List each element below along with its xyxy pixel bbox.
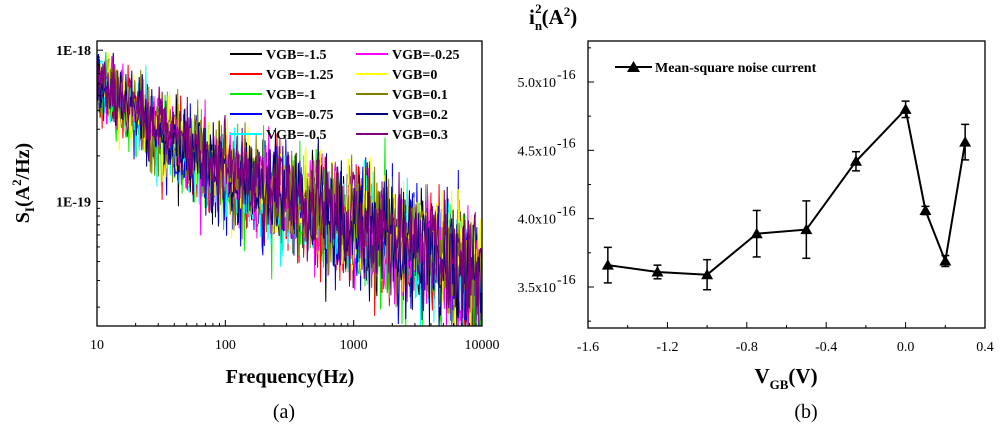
data-point <box>601 246 614 284</box>
x-tick-label: 10 <box>90 338 104 353</box>
x-tick-label: -1.2 <box>656 340 678 355</box>
triangle-marker <box>899 103 912 114</box>
legend-entry-vgb-1-25: VGB=-1.25 <box>230 68 333 83</box>
panel-b-x-ticks: -1.6 -1.2 -0.8 -0.4 0.0 0.4 <box>577 322 994 355</box>
data-point <box>701 258 714 291</box>
panel-a-plot-frame <box>96 40 483 327</box>
legend-entry-vgb-0: VGB=0 <box>356 68 437 83</box>
y-tick-label: 4.0x10 <box>518 213 557 228</box>
legend-label: VGB=-0.75 <box>266 108 333 123</box>
panel-b-caption: (b) <box>794 401 817 423</box>
x-tick-label: 10000 <box>465 338 500 353</box>
legend-label: VGB=0.3 <box>392 128 448 143</box>
data-point <box>939 254 952 268</box>
y-tick-exponent: -16 <box>557 68 576 83</box>
panel-a-y-ticks: 1E-18 1E-19 <box>56 44 103 308</box>
data-point <box>651 264 664 280</box>
y-tick-label: 1E-19 <box>56 195 91 210</box>
x-tick-label: -0.4 <box>815 340 837 355</box>
panel-a-legend: VGB=-1.5 VGB=-1.25 VGB=-1 VGB=-0.75 VGB=-0.5… <box>230 48 459 143</box>
y-tick-label: 1E-18 <box>56 44 91 59</box>
panel-b-x-axis-label: VGB(V) <box>754 364 817 392</box>
y-tick-label: 4.5x10 <box>518 144 557 159</box>
data-point <box>919 204 932 216</box>
legend-entry-vgb-1-5: VGB=-1.5 <box>230 48 326 63</box>
legend-label: VGB=-0.5 <box>266 128 326 143</box>
y-tick-exponent: -16 <box>557 205 576 220</box>
panel-a-x-axis-label: Frequency(Hz) <box>226 366 355 388</box>
panel-a-y-axis-label: SI(A2/Hz) <box>9 143 37 223</box>
panel-a-caption: (a) <box>273 401 295 423</box>
x-tick-label: 0.4 <box>976 340 994 355</box>
data-point <box>849 150 862 172</box>
series-line-mean-square-noise <box>607 107 967 276</box>
legend-entry-vgb-0-75: VGB=-0.75 <box>230 108 333 123</box>
legend-label: VGB=0.1 <box>392 88 448 103</box>
triangle-marker <box>959 136 972 147</box>
y-tick-label: 5.0x10 <box>518 76 557 91</box>
panel-b-legend: Mean-square noise current <box>615 61 817 76</box>
triangle-marker <box>651 265 664 277</box>
triangle-marker <box>919 204 932 215</box>
legend-label: VGB=0.2 <box>392 108 448 123</box>
data-point <box>800 200 813 260</box>
legend-entry-vgb-1: VGB=-1 <box>230 88 316 103</box>
panel-b-y-axis-title: in2(A2) <box>529 1 577 33</box>
panel-a-traces <box>96 52 483 327</box>
legend-label: VGB=0 <box>392 68 437 83</box>
panel-b-legend-label: Mean-square noise current <box>655 61 817 76</box>
legend-entry-vgb-0-25: VGB=-0.25 <box>356 48 459 63</box>
triangle-marker <box>701 268 714 280</box>
panel-b-plot-frame <box>587 40 986 329</box>
legend-entry-vgb-0-1: VGB=0.1 <box>356 88 448 103</box>
trace-vgb-0-3 <box>96 56 483 327</box>
legend-entry-vgb-0-3: VGB=0.3 <box>356 128 448 143</box>
legend-label: VGB=-1.25 <box>266 68 333 83</box>
y-tick-exponent: -16 <box>557 136 576 151</box>
x-tick-label: -0.8 <box>736 340 758 355</box>
panel-b-y-ticks: 3.5x10-164.0x10-164.5x10-165.0x10-16 <box>518 47 594 322</box>
data-point <box>750 209 763 258</box>
triangle-marker <box>939 255 952 266</box>
legend-entry-vgb-0-5: VGB=-0.5 <box>230 128 326 143</box>
triangle-marker <box>601 259 614 270</box>
y-tick-exponent: -16 <box>557 273 576 288</box>
y-tick-label: 3.5x10 <box>518 281 557 296</box>
legend-entry-vgb-0-2: VGB=0.2 <box>356 108 448 123</box>
data-point <box>959 123 972 161</box>
legend-label: VGB=-1.5 <box>266 48 326 63</box>
panel-b-legend-marker <box>627 61 640 72</box>
legend-label: VGB=-1 <box>266 88 316 103</box>
triangle-marker <box>750 227 763 239</box>
triangle-marker <box>849 155 862 166</box>
panel-b-mean-square-noise: -1.6 -1.2 -0.8 -0.4 0.0 0.4 3.5x10-164.0x10-1… <box>518 1 994 423</box>
triangle-marker <box>800 223 813 235</box>
x-tick-label: 0.0 <box>897 340 915 355</box>
data-point <box>899 100 912 119</box>
x-tick-label: 100 <box>215 338 236 353</box>
x-tick-label: 1000 <box>340 338 368 353</box>
panel-b-series <box>601 100 972 291</box>
panel-a-x-ticks: 10 100 1000 10000 <box>90 320 500 353</box>
x-tick-label: -1.6 <box>577 340 599 355</box>
legend-label: VGB=-0.25 <box>392 48 459 63</box>
